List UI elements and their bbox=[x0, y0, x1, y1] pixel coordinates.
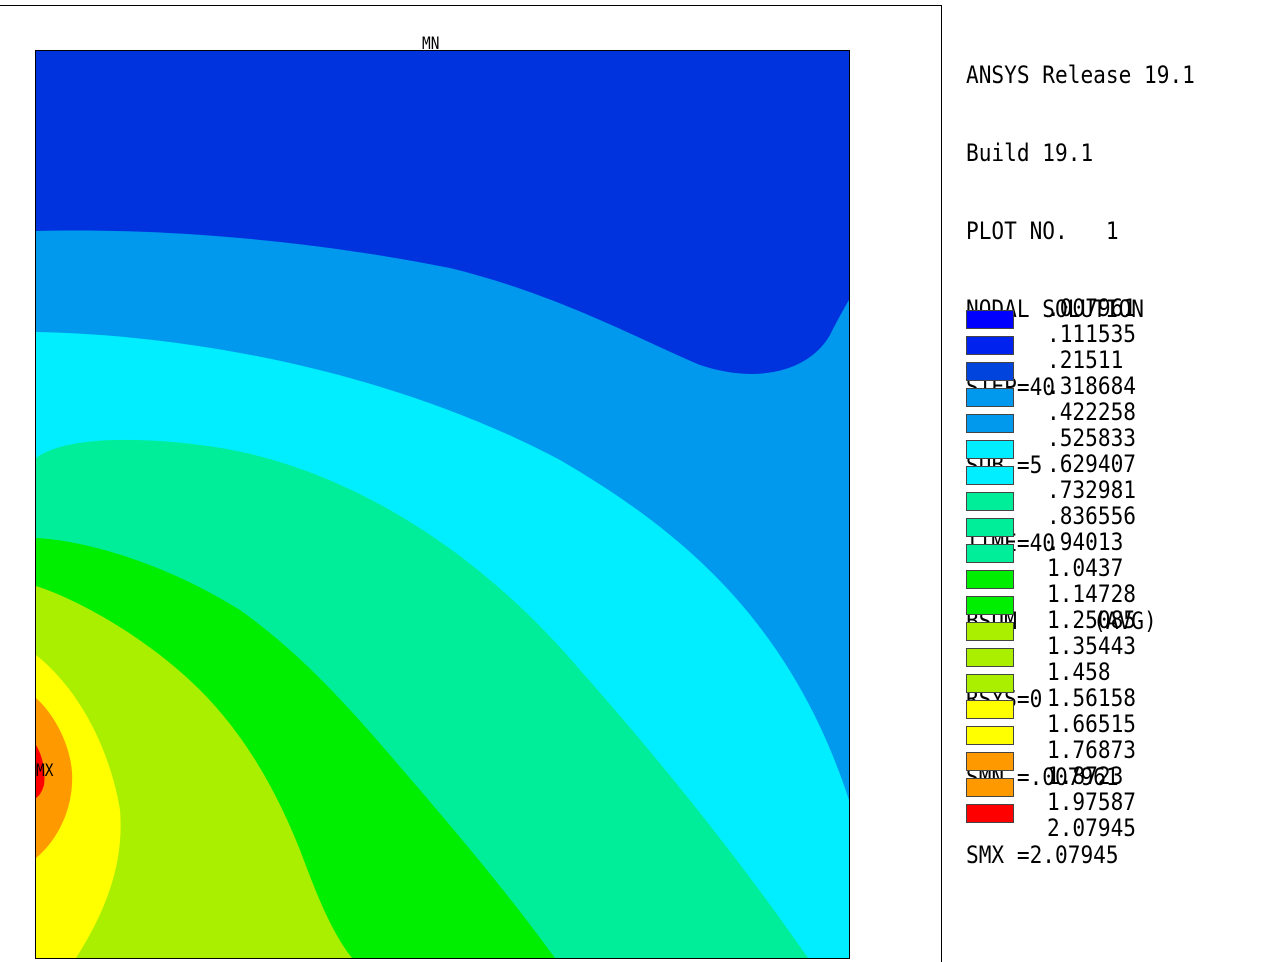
legend-level-label: 1.35443 bbox=[1047, 632, 1137, 660]
legend-swatch bbox=[966, 622, 1014, 641]
legend-level-label: 2.07945 bbox=[1047, 814, 1137, 842]
legend-level-label: 1.97587 bbox=[1047, 788, 1137, 816]
legend-swatch bbox=[966, 674, 1014, 693]
legend-swatch bbox=[966, 466, 1014, 485]
legend-swatch bbox=[966, 544, 1014, 563]
legend-level-label: .94013 bbox=[1047, 528, 1124, 556]
legend-level-label: 1.8723 bbox=[1047, 762, 1124, 790]
legend-level-label: 1.458 bbox=[1047, 658, 1111, 686]
legend-swatch bbox=[966, 778, 1014, 797]
plot-frame bbox=[0, 5, 942, 962]
legend-swatch bbox=[966, 362, 1014, 381]
legend-swatch bbox=[966, 518, 1014, 537]
legend-level-label: .629407 bbox=[1047, 450, 1137, 478]
legend-level-label: 1.14728 bbox=[1047, 580, 1137, 608]
legend-level-label: .21511 bbox=[1047, 346, 1124, 374]
info-build: Build 19.1 bbox=[966, 139, 1094, 167]
legend-level-label: .318684 bbox=[1047, 372, 1137, 400]
legend-level-label: .836556 bbox=[1047, 502, 1137, 530]
legend-level-label: .007961 bbox=[1047, 294, 1137, 322]
info-plot-no: PLOT NO. 1 bbox=[966, 217, 1119, 245]
legend-swatch bbox=[966, 648, 1014, 667]
legend-level-label: .732981 bbox=[1047, 476, 1137, 504]
legend-swatch bbox=[966, 388, 1014, 407]
legend-swatch bbox=[966, 752, 1014, 771]
legend-swatch bbox=[966, 414, 1014, 433]
legend-swatch bbox=[966, 570, 1014, 589]
legend-level-label: .525833 bbox=[1047, 424, 1137, 452]
info-release: ANSYS Release 19.1 bbox=[966, 61, 1195, 89]
legend-swatch bbox=[966, 596, 1014, 615]
legend-swatch bbox=[966, 336, 1014, 355]
legend-level-label: .111535 bbox=[1047, 320, 1137, 348]
legend-level-label: 1.56158 bbox=[1047, 684, 1137, 712]
legend-level-label: 1.0437 bbox=[1047, 554, 1124, 582]
info-smx: SMX =2.07945 bbox=[966, 841, 1119, 869]
legend-swatch bbox=[966, 440, 1014, 459]
legend-level-label: 1.66515 bbox=[1047, 710, 1137, 738]
legend-swatch bbox=[966, 804, 1014, 823]
legend-swatch bbox=[966, 492, 1014, 511]
model-outline bbox=[35, 50, 850, 959]
contour-plot bbox=[35, 50, 850, 959]
legend-swatch bbox=[966, 310, 1014, 329]
max-marker: MX bbox=[36, 761, 54, 781]
contour-bands bbox=[36, 51, 849, 959]
legend-level-label: .422258 bbox=[1047, 398, 1137, 426]
legend-swatch bbox=[966, 726, 1014, 745]
min-marker: MN bbox=[422, 34, 440, 54]
legend-swatch bbox=[966, 700, 1014, 719]
legend-level-label: 1.76873 bbox=[1047, 736, 1137, 764]
contour-band-8 bbox=[36, 698, 73, 858]
legend-level-label: 1.25085 bbox=[1047, 606, 1137, 634]
contour-band-9 bbox=[36, 745, 45, 798]
